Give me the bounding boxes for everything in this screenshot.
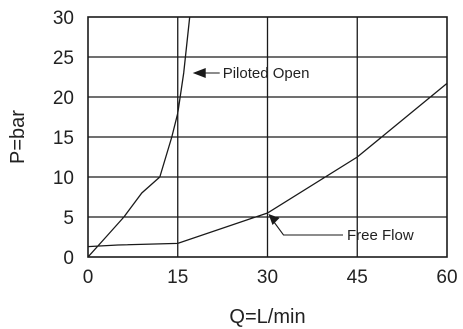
y-tick-label: 10 bbox=[53, 168, 74, 189]
series-layer bbox=[87, 16, 448, 258]
annotation-arrowhead bbox=[192, 68, 206, 78]
x-axis-title: Q=L/min bbox=[229, 306, 305, 328]
annotation-label: Free Flow bbox=[347, 227, 414, 244]
y-tick-label: 5 bbox=[63, 208, 74, 229]
annotation-arrowhead bbox=[268, 214, 280, 225]
y-tick-label: 30 bbox=[53, 8, 74, 29]
x-tick-label: 0 bbox=[83, 267, 94, 288]
x-tick-label: 60 bbox=[436, 267, 457, 288]
annotation-leader-line bbox=[272, 219, 343, 236]
x-tick-label: 30 bbox=[257, 267, 278, 288]
x-tick-label: 45 bbox=[347, 267, 368, 288]
series-line-piloted-open bbox=[87, 16, 191, 258]
y-tick-label: 0 bbox=[63, 248, 74, 269]
y-tick-label: 20 bbox=[53, 88, 74, 109]
annotation-label: Piloted Open bbox=[223, 65, 310, 82]
y-tick-label: 15 bbox=[53, 128, 74, 149]
y-tick-labels: 0 5 10 15 20 25 30 bbox=[53, 8, 74, 269]
x-tick-labels: 0 15 30 45 60 bbox=[83, 267, 458, 288]
x-tick-label: 15 bbox=[167, 267, 188, 288]
series-line-free-flow bbox=[87, 82, 448, 248]
plot-frame bbox=[87, 16, 448, 258]
grid-lines bbox=[88, 17, 447, 257]
y-tick-label: 25 bbox=[53, 48, 74, 69]
annotations: Piloted Open Free Flow bbox=[192, 65, 414, 244]
y-axis-title: P=bar bbox=[7, 110, 29, 164]
